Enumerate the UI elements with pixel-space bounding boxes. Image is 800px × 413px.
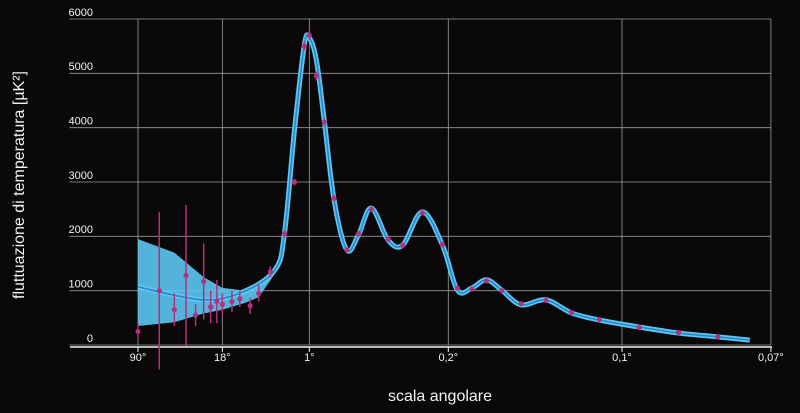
data-point xyxy=(247,303,253,309)
data-point xyxy=(368,206,374,212)
data-point xyxy=(192,312,199,318)
data-point xyxy=(400,242,406,249)
data-point xyxy=(715,334,721,340)
data-point xyxy=(201,278,207,285)
data-point xyxy=(171,307,177,313)
y-tick-label: 0 xyxy=(87,333,93,345)
data-point xyxy=(321,119,327,125)
uncertainty-band xyxy=(138,239,276,326)
y-axis-label: fluttuazione di temperatura [µK²] xyxy=(11,71,28,299)
data-point xyxy=(355,231,362,237)
x-tick-label: 90° xyxy=(130,352,147,364)
data-point xyxy=(306,32,312,38)
data-point xyxy=(439,241,446,248)
data-point xyxy=(219,301,225,307)
x-tick-label: 0,2° xyxy=(438,352,458,364)
model-band xyxy=(137,32,751,343)
data-point xyxy=(229,298,235,305)
data-point xyxy=(469,286,475,292)
data-point xyxy=(256,290,262,296)
data-point xyxy=(636,325,642,331)
y-tick-label: 3000 xyxy=(69,170,93,182)
data-point xyxy=(568,309,575,315)
data-point xyxy=(291,179,298,185)
data-point xyxy=(183,272,189,279)
data-point xyxy=(214,298,220,305)
data-point xyxy=(313,73,319,79)
data-point xyxy=(543,297,549,304)
x-tick-label: 0,1° xyxy=(612,352,632,364)
y-tick-label: 6000 xyxy=(69,7,93,19)
data-point xyxy=(454,285,461,291)
y-tick-label: 1000 xyxy=(69,279,93,291)
data-point xyxy=(483,278,490,284)
y-tick-label: 4000 xyxy=(69,116,93,128)
data-point xyxy=(419,210,426,216)
data-point xyxy=(282,231,288,237)
data-point xyxy=(518,301,524,307)
data-point xyxy=(596,316,602,323)
y-tick-label: 2000 xyxy=(69,224,93,236)
data-point xyxy=(301,43,307,49)
data-point xyxy=(675,329,682,336)
data-point xyxy=(208,304,214,310)
data-point xyxy=(267,269,273,275)
data-point xyxy=(385,236,391,242)
y-tick-label: 5000 xyxy=(69,61,93,73)
data-point xyxy=(135,328,141,335)
data-point xyxy=(331,195,337,201)
data-point xyxy=(344,247,350,253)
x-tick-label: 0,07° xyxy=(758,352,784,364)
x-tick-label: 18° xyxy=(214,352,231,364)
x-axis-label: scala angolare xyxy=(388,388,492,405)
data-point xyxy=(499,288,505,294)
data-point xyxy=(237,296,243,302)
data-point xyxy=(156,288,162,294)
x-tick-label: 1° xyxy=(304,352,315,364)
